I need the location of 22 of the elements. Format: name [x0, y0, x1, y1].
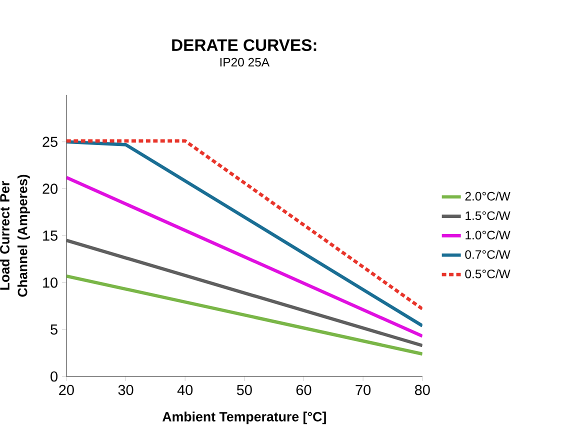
- x-tick-label: 60: [296, 385, 312, 396]
- x-tick-label: 80: [414, 385, 430, 396]
- legend-label: 1.5°C/W: [466, 211, 510, 220]
- x-tick-label: 70: [356, 385, 371, 396]
- y-tick-label: 15: [43, 230, 58, 241]
- y-tick-label: 5: [50, 324, 58, 335]
- legend-label: 1.0°C/W: [466, 230, 510, 240]
- x-tick-label: 50: [236, 385, 252, 396]
- x-axis-title: Ambient Temperature [°C]: [162, 412, 326, 424]
- x-tick-label: 20: [59, 385, 74, 396]
- legend-label: 0.5°C/W: [465, 270, 510, 279]
- y-tick-label: 10: [43, 278, 58, 288]
- y-tick-label: 20: [42, 184, 58, 194]
- legend-label: 0.7°C/W: [465, 250, 510, 260]
- y-tick-label: 0: [50, 372, 58, 382]
- legend-label: 2.0°C/W: [465, 192, 510, 201]
- y-tick-label: 25: [42, 136, 58, 148]
- chart-title: DERATE CURVES:: [172, 39, 316, 52]
- x-tick-label: 40: [177, 385, 193, 396]
- chart-subtitle: IP20 25A: [220, 58, 270, 67]
- x-tick-label: 30: [118, 385, 134, 396]
- y-axis-title: Load Currect Per Channel (Amperes): [0, 175, 30, 297]
